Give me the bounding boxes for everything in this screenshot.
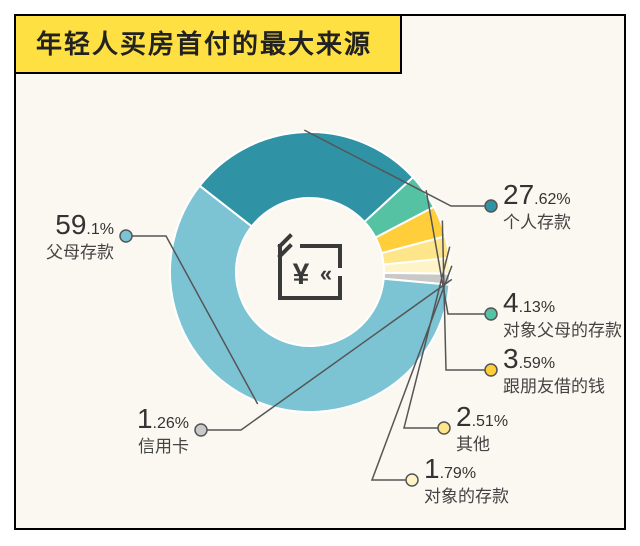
slice-percent: 2.51% bbox=[456, 401, 508, 432]
slice-category: 其他 bbox=[456, 435, 490, 454]
slice-percent: 27.62% bbox=[503, 179, 571, 210]
svg-text:¥: ¥ bbox=[293, 258, 310, 291]
yen-refund-icon: ¥« bbox=[280, 236, 340, 298]
leader-dot bbox=[120, 230, 132, 242]
leader-dot bbox=[485, 364, 497, 376]
slice-percent: 4.13% bbox=[503, 287, 555, 318]
slice-category: 信用卡 bbox=[138, 437, 189, 456]
leader-dot bbox=[485, 200, 497, 212]
slice-percent: 1.79% bbox=[424, 453, 476, 484]
slice-category: 父母存款 bbox=[46, 243, 114, 262]
donut-slices bbox=[170, 132, 450, 412]
slice-percent: 1.26% bbox=[137, 403, 189, 434]
slice-category: 个人存款 bbox=[503, 213, 571, 232]
svg-text:«: « bbox=[320, 261, 332, 286]
leader-dot bbox=[406, 474, 418, 486]
slice-percent: 59.1% bbox=[55, 209, 114, 240]
leader-dot bbox=[438, 422, 450, 434]
chart-frame: 年轻人买房首付的最大来源 ¥« 27.62%个人存款4.13%对象父母的存款3.… bbox=[14, 14, 626, 530]
leader-line bbox=[442, 221, 491, 370]
leader-dot bbox=[485, 308, 497, 320]
slice-category: 对象父母的存款 bbox=[503, 321, 622, 340]
slice-percent: 3.59% bbox=[503, 343, 555, 374]
slice-category: 跟朋友借的钱 bbox=[503, 377, 605, 396]
leader-dot bbox=[195, 424, 207, 436]
slice-category: 对象的存款 bbox=[424, 487, 509, 506]
donut-chart-svg: ¥« 27.62%个人存款4.13%对象父母的存款3.59%跟朋友借的钱2.51… bbox=[16, 16, 628, 532]
